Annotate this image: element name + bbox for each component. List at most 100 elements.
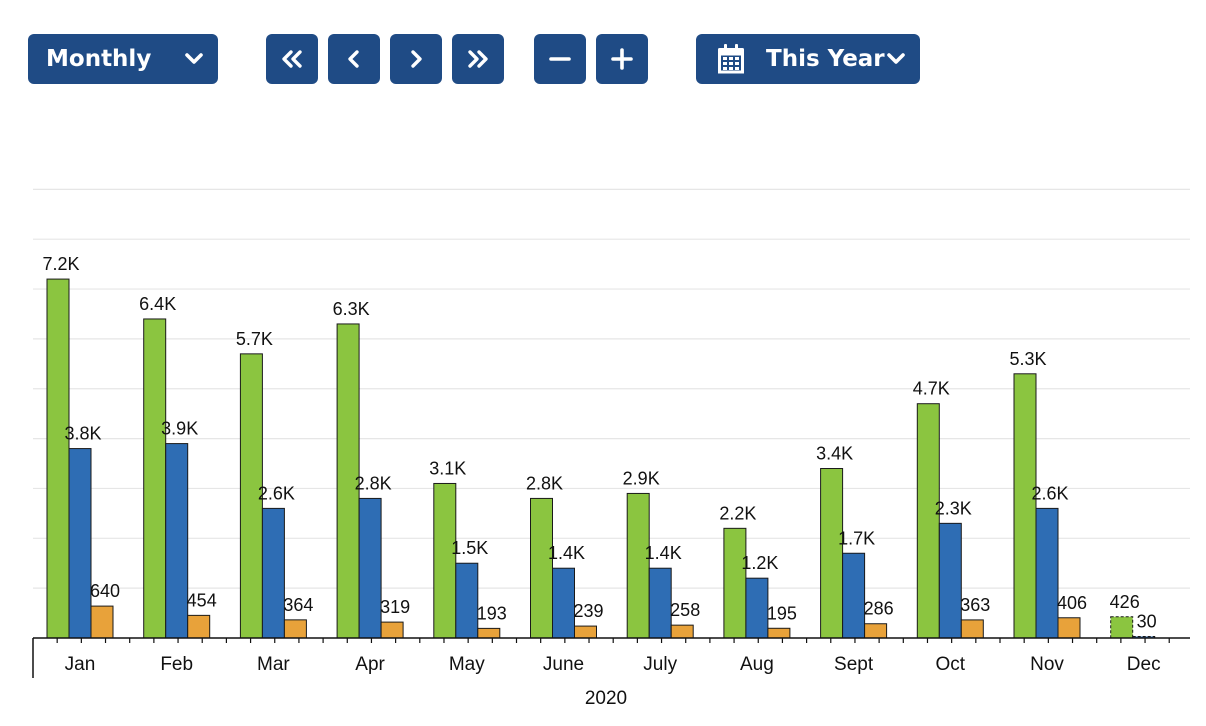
data-label-june-s1: 2.8K: [526, 473, 563, 493]
data-label-may-s1: 3.1K: [429, 458, 466, 478]
chevron-down-icon: [184, 51, 204, 67]
bar-jan-s1[interactable]: [46, 278, 70, 639]
data-label-july-s3: 258: [670, 600, 700, 620]
data-label-aug-s2: 1.2K: [741, 553, 778, 573]
data-label-sept-s3: 286: [864, 599, 894, 619]
x-tick-label-sept: Sept: [834, 654, 874, 675]
x-tick-label-july: July: [643, 654, 677, 675]
chevron-left-icon: [344, 49, 364, 69]
data-label-feb-s1: 6.4K: [139, 294, 176, 314]
chart-bars: [46, 278, 1178, 639]
data-label-sept-s2: 1.7K: [838, 528, 875, 548]
x-tick-label-mar: Mar: [257, 654, 290, 675]
bar-june-s1[interactable]: [530, 497, 553, 639]
data-label-may-s2: 1.5K: [451, 538, 488, 558]
bar-oct-s1[interactable]: [916, 403, 940, 639]
data-label-nov-s1: 5.3K: [1009, 349, 1046, 369]
data-label-july-s1: 2.9K: [623, 468, 660, 488]
chevron-down-icon: [886, 51, 906, 67]
data-label-dec-s1: 426: [1110, 592, 1140, 612]
data-label-jan-s1: 7.2K: [42, 254, 79, 274]
calendar-icon: [716, 43, 746, 75]
bar-aug-s1[interactable]: [723, 527, 747, 639]
data-label-feb-s3: 454: [187, 590, 217, 610]
data-label-nov-s2: 2.6K: [1031, 483, 1068, 503]
chart-x-axis: Jan Feb Mar Apr May June July Aug Sept Oct Nov Dec: [32, 637, 1190, 678]
x-tick-label-apr: Apr: [355, 654, 385, 675]
chart-data-labels: 7.2K 3.8K 640 6.4K 3.9K 454 5.7K 2.6K 364 6.3K 2.8…: [42, 254, 1156, 631]
bar-aug-s2[interactable]: [745, 577, 769, 639]
x-tick-label-june: June: [543, 654, 584, 675]
next-button[interactable]: [390, 34, 442, 84]
bar-apr-s2[interactable]: [358, 497, 382, 639]
data-label-mar-s1: 5.7K: [236, 329, 273, 349]
bar-feb-s3[interactable]: [187, 614, 211, 639]
chart-gridlines: [33, 188, 1190, 589]
range-select-label: This Year: [766, 46, 885, 72]
data-label-oct-s2: 2.3K: [935, 498, 972, 518]
jump-first-button[interactable]: [266, 34, 318, 84]
bar-may-s3[interactable]: [477, 627, 501, 639]
period-select-label: Monthly: [46, 46, 152, 72]
bar-mar-s3[interactable]: [283, 619, 307, 639]
chart-toolbar: Monthly: [0, 34, 1206, 84]
data-label-feb-s2: 3.9K: [161, 419, 198, 439]
bar-july-s2[interactable]: [648, 567, 672, 639]
plus-icon: [611, 48, 633, 70]
x-axis-title: 2020: [585, 688, 627, 709]
bar-nov-s1[interactable]: [1013, 373, 1037, 639]
data-label-oct-s3: 363: [960, 595, 990, 615]
data-label-june-s2: 1.4K: [548, 543, 585, 563]
data-label-may-s3: 193: [477, 603, 507, 623]
double-chevron-left-icon: [279, 49, 305, 69]
period-select[interactable]: Monthly: [28, 34, 218, 84]
data-label-july-s2: 1.4K: [645, 543, 682, 563]
x-tick-label-jan: Jan: [65, 654, 96, 675]
bar-oct-s2[interactable]: [938, 522, 962, 639]
data-label-aug-s3: 195: [767, 603, 797, 623]
bar-feb-s1[interactable]: [143, 318, 167, 639]
range-select[interactable]: This Year: [696, 34, 920, 84]
bar-july-s1[interactable]: [626, 492, 650, 639]
bar-nov-s3[interactable]: [1057, 617, 1081, 639]
bar-sept-s1[interactable]: [820, 468, 844, 639]
data-label-mar-s3: 364: [283, 595, 313, 615]
bar-jan-s2[interactable]: [68, 448, 92, 639]
data-label-apr-s3: 319: [380, 597, 410, 617]
bar-dec-s1[interactable]: [1110, 616, 1134, 639]
data-label-jan-s3: 640: [90, 581, 120, 601]
data-label-dec-s2: 30: [1137, 612, 1157, 632]
bar-aug-s3[interactable]: [767, 627, 791, 639]
bar-july-s3[interactable]: [670, 624, 694, 639]
data-label-june-s3: 239: [573, 601, 603, 621]
previous-button[interactable]: [328, 34, 380, 84]
x-tick-label-aug: Aug: [740, 654, 774, 675]
x-tick-label-feb: Feb: [160, 654, 193, 675]
x-tick-label-oct: Oct: [936, 654, 966, 675]
bar-oct-s3[interactable]: [960, 619, 984, 639]
data-label-aug-s1: 2.2K: [719, 503, 756, 523]
chevron-right-icon: [406, 49, 426, 69]
bar-may-s2[interactable]: [455, 562, 479, 639]
data-label-nov-s3: 406: [1057, 593, 1087, 613]
bar-sept-s3[interactable]: [864, 623, 888, 639]
bar-june-s3[interactable]: [574, 625, 597, 639]
zoom-in-button[interactable]: [596, 34, 648, 84]
double-chevron-right-icon: [465, 49, 491, 69]
bar-apr-s3[interactable]: [380, 621, 404, 639]
x-tick-label-nov: Nov: [1030, 654, 1064, 675]
bar-jan-s3[interactable]: [90, 605, 114, 639]
minus-icon: [549, 48, 571, 70]
bar-feb-s2[interactable]: [165, 443, 189, 639]
bar-june-s2[interactable]: [552, 567, 575, 639]
jump-last-button[interactable]: [452, 34, 504, 84]
bar-mar-s2[interactable]: [261, 507, 285, 639]
bar-may-s1[interactable]: [433, 482, 457, 639]
zoom-out-button[interactable]: [534, 34, 586, 84]
data-label-jan-s2: 3.8K: [64, 424, 101, 444]
x-tick-label-may: May: [449, 654, 485, 675]
data-label-apr-s1: 6.3K: [333, 299, 370, 319]
bar-sept-s2[interactable]: [842, 552, 866, 639]
bar-nov-s2[interactable]: [1035, 507, 1059, 639]
